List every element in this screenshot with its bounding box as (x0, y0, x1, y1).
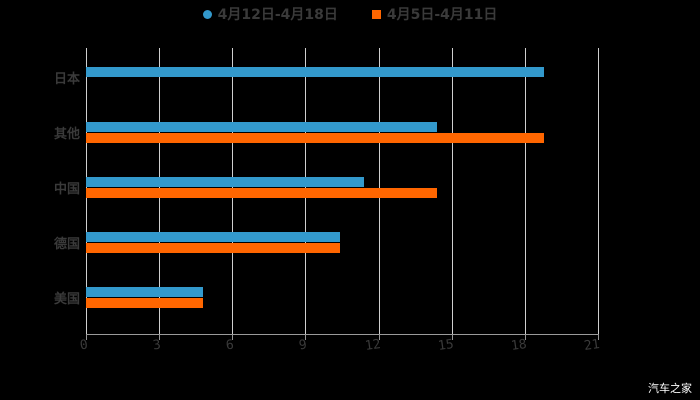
category-label: 中国 (53, 182, 80, 197)
axis-tick (86, 334, 87, 340)
axis-tick (232, 334, 234, 340)
x-axis (86, 334, 599, 335)
category-label: 美国 (53, 292, 80, 307)
x-tick-label: 3 (152, 337, 162, 354)
x-tick-label: 21 (583, 336, 601, 355)
bar[interactable] (86, 177, 364, 187)
x-tick-label: 9 (298, 337, 309, 354)
bar[interactable] (86, 67, 545, 77)
x-tick-label: 18 (509, 336, 528, 355)
axis-tick (305, 334, 307, 340)
axis-tick (451, 334, 453, 340)
bar[interactable] (86, 243, 340, 253)
category-label: 其他 (53, 127, 80, 142)
x-tick-label: 15 (436, 336, 455, 355)
x-tick-label: 12 (363, 336, 382, 355)
axis-tick (159, 334, 161, 340)
category-label: 德国 (53, 237, 80, 252)
legend-square-icon (371, 9, 381, 19)
gridline (598, 48, 599, 334)
legend-item-week1[interactable]: 4月5日-4月11日 (371, 4, 498, 24)
x-tick-label: 6 (225, 337, 236, 354)
axis-tick (598, 334, 599, 340)
legend-circle-icon (202, 9, 212, 19)
legend-label: 4月12日-4月18日 (217, 7, 338, 23)
chart-legend: 4月12日-4月18日 4月5日-4月11日 (0, 4, 700, 24)
bar[interactable] (86, 122, 438, 132)
category-label: 日本 (53, 72, 80, 87)
bar[interactable] (86, 298, 204, 308)
x-tick-label: 0 (78, 337, 89, 354)
gridline (451, 48, 453, 334)
legend-label: 4月5日-4月11日 (386, 7, 498, 23)
axis-tick (524, 334, 526, 340)
gridline (524, 48, 526, 334)
axis-tick (378, 334, 380, 340)
bar[interactable] (86, 287, 204, 297)
bar[interactable] (86, 232, 340, 242)
bar[interactable] (86, 133, 545, 143)
watermark: 汽车之家 (648, 382, 692, 395)
bar[interactable] (86, 188, 438, 198)
legend-item-week2[interactable]: 4月12日-4月18日 (202, 4, 338, 24)
